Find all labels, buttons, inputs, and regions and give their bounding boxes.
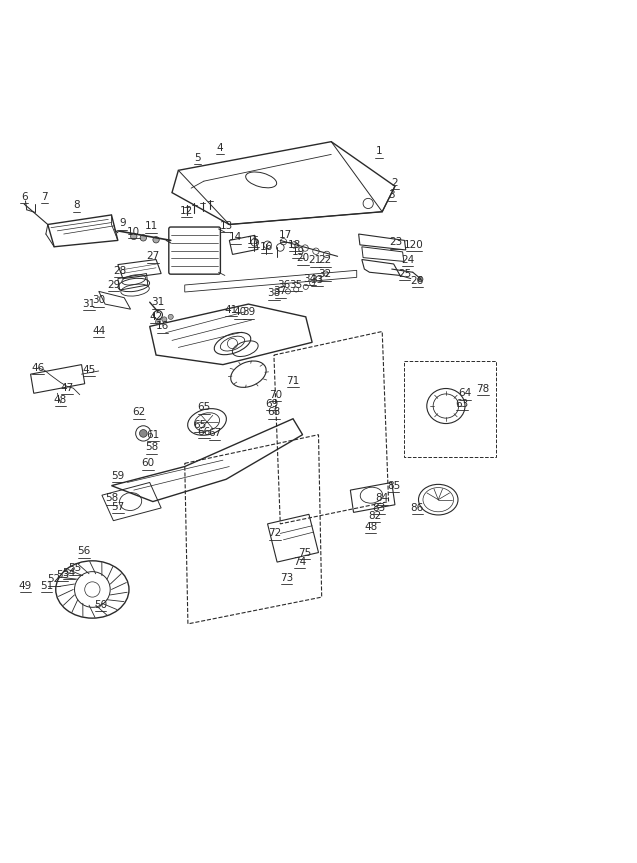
Text: 3: 3 xyxy=(389,190,395,199)
Text: 26: 26 xyxy=(411,275,424,286)
Text: 28: 28 xyxy=(113,266,126,276)
Text: 41: 41 xyxy=(225,305,238,315)
Text: 57: 57 xyxy=(111,501,124,512)
Text: 6: 6 xyxy=(21,192,27,202)
Text: 56: 56 xyxy=(78,546,90,557)
Text: 23: 23 xyxy=(390,237,403,248)
Text: 37: 37 xyxy=(274,287,287,296)
Text: 73: 73 xyxy=(280,573,293,583)
Text: 11: 11 xyxy=(145,222,157,231)
Text: 67: 67 xyxy=(208,428,221,438)
Text: 7: 7 xyxy=(41,192,48,202)
Text: 48: 48 xyxy=(54,394,67,405)
Text: 19: 19 xyxy=(292,247,304,257)
Text: 69: 69 xyxy=(266,399,278,409)
Text: 78: 78 xyxy=(476,384,489,394)
Text: 45: 45 xyxy=(83,365,96,375)
Text: 65: 65 xyxy=(197,402,210,413)
Text: 71: 71 xyxy=(287,375,299,386)
Text: 72: 72 xyxy=(269,528,282,539)
Text: 2: 2 xyxy=(392,178,398,188)
Text: 53: 53 xyxy=(56,570,69,580)
Text: 49: 49 xyxy=(19,581,32,590)
Text: 13: 13 xyxy=(220,221,233,230)
Text: 61: 61 xyxy=(147,430,159,439)
Text: 68: 68 xyxy=(268,407,280,418)
Text: 46: 46 xyxy=(32,362,45,373)
Text: 35: 35 xyxy=(290,280,303,290)
Circle shape xyxy=(131,233,137,240)
Text: 59: 59 xyxy=(111,471,124,481)
Text: 9: 9 xyxy=(120,218,126,228)
Text: 31: 31 xyxy=(152,297,164,307)
Circle shape xyxy=(153,236,159,243)
Circle shape xyxy=(155,319,161,324)
Text: 4: 4 xyxy=(217,143,223,153)
Text: 86: 86 xyxy=(411,503,424,513)
Text: 30: 30 xyxy=(92,295,105,306)
Text: 20: 20 xyxy=(297,253,310,263)
Circle shape xyxy=(168,314,173,319)
Text: 36: 36 xyxy=(277,280,290,290)
Text: 55: 55 xyxy=(69,564,82,573)
Text: 21: 21 xyxy=(309,255,322,265)
Text: 31: 31 xyxy=(83,299,96,309)
Circle shape xyxy=(418,277,423,282)
Text: 50: 50 xyxy=(94,600,107,610)
Text: 5: 5 xyxy=(194,153,201,162)
Text: 16: 16 xyxy=(156,321,169,331)
Text: 58: 58 xyxy=(105,494,118,503)
Text: 14: 14 xyxy=(229,232,242,243)
Text: 38: 38 xyxy=(268,288,280,299)
Text: 12: 12 xyxy=(180,206,193,216)
Text: 15: 15 xyxy=(247,236,260,246)
Text: 29: 29 xyxy=(107,280,120,290)
Text: 84: 84 xyxy=(376,494,389,503)
Text: 10: 10 xyxy=(127,227,140,237)
Text: 74: 74 xyxy=(293,557,306,567)
Text: 63: 63 xyxy=(455,399,468,409)
Text: 25: 25 xyxy=(398,268,411,279)
Text: 33: 33 xyxy=(311,275,324,285)
Text: 70: 70 xyxy=(269,389,282,400)
Text: 44: 44 xyxy=(92,326,105,336)
Text: 82: 82 xyxy=(368,511,381,520)
Text: 54: 54 xyxy=(62,568,75,578)
Text: 16: 16 xyxy=(260,242,273,252)
Text: 32: 32 xyxy=(318,269,331,279)
Text: 65: 65 xyxy=(193,420,206,430)
Text: 48: 48 xyxy=(364,522,377,532)
Text: 51: 51 xyxy=(40,581,53,590)
Text: 22: 22 xyxy=(318,255,331,265)
Circle shape xyxy=(162,317,167,322)
Text: 24: 24 xyxy=(401,255,414,265)
Text: 42: 42 xyxy=(150,312,162,322)
Text: 64: 64 xyxy=(459,388,471,399)
Text: 47: 47 xyxy=(61,382,73,393)
Text: 120: 120 xyxy=(404,240,424,250)
Text: 62: 62 xyxy=(132,407,145,418)
Text: 40: 40 xyxy=(234,307,247,318)
Text: 27: 27 xyxy=(147,251,159,261)
Text: 34: 34 xyxy=(304,274,317,284)
Circle shape xyxy=(140,430,147,438)
Text: 83: 83 xyxy=(373,503,385,513)
Circle shape xyxy=(140,235,147,241)
Text: 18: 18 xyxy=(289,240,301,250)
Text: 75: 75 xyxy=(298,547,311,557)
Text: 66: 66 xyxy=(197,426,210,437)
Text: 52: 52 xyxy=(48,574,61,584)
Text: 17: 17 xyxy=(279,230,292,240)
Text: 60: 60 xyxy=(141,458,154,469)
Text: 58: 58 xyxy=(145,443,158,452)
Text: 8: 8 xyxy=(73,200,80,211)
Text: 85: 85 xyxy=(387,481,400,491)
Text: 1: 1 xyxy=(376,146,382,156)
Text: 39: 39 xyxy=(242,307,255,318)
